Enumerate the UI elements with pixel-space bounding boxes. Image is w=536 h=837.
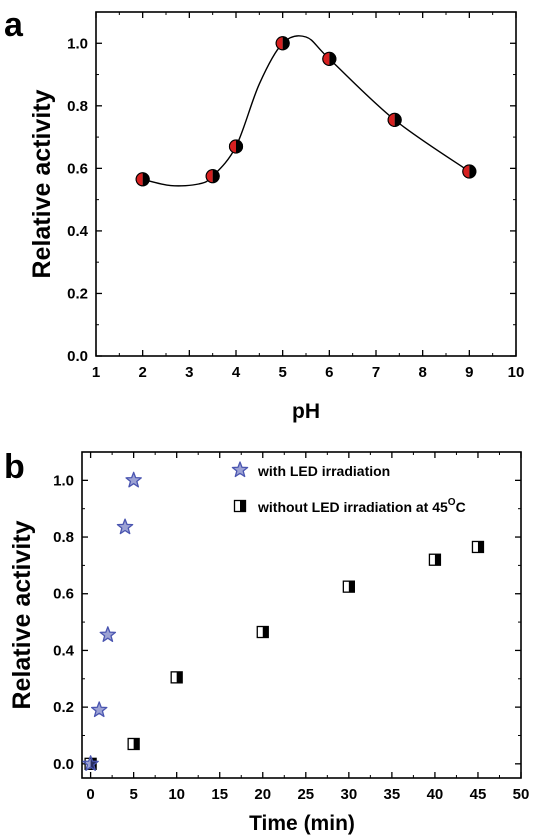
x-tick-label: 2 <box>138 364 146 381</box>
data-point-right-half <box>262 626 269 638</box>
y-axis-title: Relative activity <box>8 520 36 709</box>
data-point-outline <box>205 169 220 184</box>
x-tick-label: 8 <box>418 364 426 381</box>
data-point-right-half <box>133 738 140 750</box>
data-point-outline <box>135 172 150 187</box>
legend: with LED irradiation without LED irradiat… <box>231 461 466 515</box>
data-point <box>125 471 142 488</box>
x-tick-label: 20 <box>254 786 271 803</box>
y-tick-label: 0.8 <box>67 98 88 115</box>
x-tick-label: 0 <box>86 786 94 803</box>
legend-label-no-led-main: without LED irradiation at 45 <box>257 499 448 515</box>
data-point-right-half <box>142 172 150 186</box>
y-tick-label: 1.0 <box>67 35 88 52</box>
data-point-left-half <box>276 36 283 50</box>
x-tick-label: 9 <box>465 364 473 381</box>
y-tick-label: 0.6 <box>67 160 88 177</box>
data-point-left-half <box>322 52 330 66</box>
x-tick-label: 30 <box>340 786 357 803</box>
panel-label: a <box>4 6 24 44</box>
x-tick-label: 1 <box>92 364 100 381</box>
y-tick-label: 0.0 <box>67 348 88 365</box>
x-tick-label: 50 <box>513 786 530 803</box>
x-axis-title: Time (min) <box>249 812 355 835</box>
data-point-right-half <box>434 554 441 566</box>
data-point-left-half <box>229 139 236 153</box>
panel-a: 1 2 3 4 5 6 7 8 9 10 0.0 0.2 0.4 0.6 0.8 1.0 a pH Relative… <box>4 6 524 423</box>
data-point-right-half <box>240 500 246 512</box>
fit-curve <box>142 35 470 187</box>
data-point-left-half <box>206 169 213 183</box>
data-point-right-half <box>477 541 484 553</box>
data-point-outline <box>229 139 243 154</box>
data-point-right-half <box>236 139 243 153</box>
data-point-outline <box>387 112 402 127</box>
x-tick-label: 7 <box>372 364 380 381</box>
x-tick-label: 5 <box>129 786 137 803</box>
data-point <box>90 701 108 718</box>
plot-frame <box>81 451 522 779</box>
panel-b: 0 5 10 15 20 25 30 35 40 45 50 0.0 0.2 0.4 0.6 0.8 1.0 b T… <box>4 448 529 835</box>
data-point-right-half <box>212 169 220 183</box>
data-point-left-half <box>136 172 143 186</box>
y-tick-label: 0.6 <box>53 586 74 603</box>
x-tick-label: 4 <box>232 364 241 381</box>
x-tick-label: 5 <box>278 364 286 381</box>
x-tick-label: 10 <box>168 786 185 803</box>
data-point-right-half <box>176 671 183 683</box>
panel-label: b <box>4 448 25 486</box>
data-point-outline <box>462 164 477 179</box>
y-tick-label: 0.2 <box>67 285 88 302</box>
legend-label-led: with LED irradiation <box>257 463 390 479</box>
y-tick-label: 0.4 <box>67 223 89 240</box>
data-point-right-half <box>348 581 355 593</box>
x-tick-label: 3 <box>185 364 193 381</box>
data-point-right-half <box>469 164 476 178</box>
data-point-outline <box>275 36 290 51</box>
x-tick-label: 45 <box>470 786 487 803</box>
data-point <box>82 755 99 771</box>
data-point-left-half <box>462 164 470 178</box>
legend-label-suffix: C <box>456 499 466 515</box>
data-point-outline <box>322 51 337 66</box>
data-point <box>116 518 134 535</box>
data-point-right-half <box>394 113 402 127</box>
y-tick-label: 0.4 <box>53 642 75 659</box>
data-point-right-half <box>282 36 290 50</box>
data-point <box>99 626 117 642</box>
data-point <box>231 461 249 478</box>
x-tick-label: 25 <box>297 786 314 803</box>
y-tick-label: 1.0 <box>53 472 74 489</box>
x-tick-label: 40 <box>427 786 444 803</box>
x-tick-label: 35 <box>384 786 401 803</box>
legend-label-superscript: O <box>448 497 456 508</box>
y-tick-label: 0.0 <box>53 756 74 773</box>
y-tick-label: 0.8 <box>53 529 74 546</box>
x-tick-label: 10 <box>508 364 525 381</box>
y-tick-label: 0.2 <box>53 699 74 716</box>
x-tick-label: 6 <box>325 364 333 381</box>
data-point-right-half <box>329 52 336 66</box>
y-axis-title: Relative activity <box>28 89 56 278</box>
data-point-left-half <box>388 113 395 127</box>
x-tick-label: 15 <box>211 786 228 803</box>
legend-label-no-led: without LED irradiation at 45OC <box>257 497 466 515</box>
x-axis-title: pH <box>292 400 320 423</box>
